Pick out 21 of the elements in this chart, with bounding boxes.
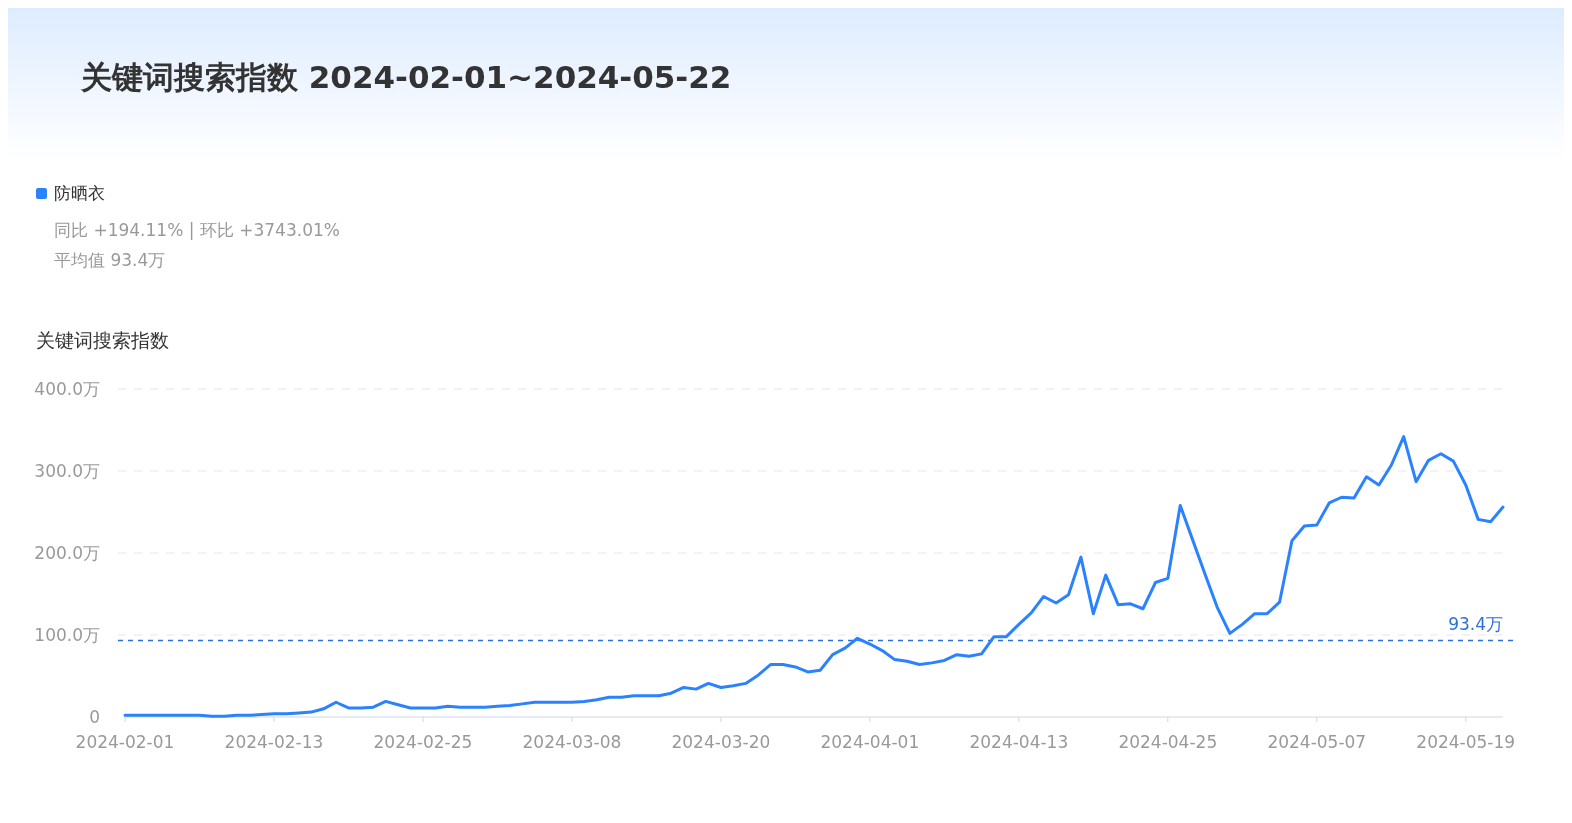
y-tick-label: 100.0万 xyxy=(34,625,100,645)
ref-line-label: 93.4万 xyxy=(1448,614,1503,635)
x-tick-label: 2024-04-25 xyxy=(1118,732,1218,752)
x-tick-label: 2024-02-01 xyxy=(75,732,175,752)
x-tick-label: 2024-02-25 xyxy=(373,732,473,752)
y-axis-title: 关键词搜索指数 xyxy=(36,329,169,351)
y-tick-label: 200.0万 xyxy=(34,543,100,563)
x-tick-label: 2024-03-08 xyxy=(522,732,622,752)
x-tick-label: 2024-02-13 xyxy=(224,732,324,752)
x-tick-label: 2024-05-07 xyxy=(1267,732,1367,752)
text: 平均值 93.4万 xyxy=(54,250,166,270)
legend-label: 防晒衣 xyxy=(54,183,105,203)
chart-title: 关键词搜索指数 2024-02-01~2024-05-22 xyxy=(80,59,732,95)
text: 同比 +194.11% | 环比 +3743.01% xyxy=(54,220,340,240)
x-tick-label: 2024-04-13 xyxy=(969,732,1069,752)
y-tick-label: 400.0万 xyxy=(34,379,100,399)
y-tick-label: 0 xyxy=(89,707,100,727)
y-tick-label: 300.0万 xyxy=(34,461,100,481)
x-tick-label: 2024-03-20 xyxy=(671,732,771,752)
x-tick-label: 2024-04-01 xyxy=(820,732,920,752)
x-tick-label: 2024-05-19 xyxy=(1416,732,1516,752)
